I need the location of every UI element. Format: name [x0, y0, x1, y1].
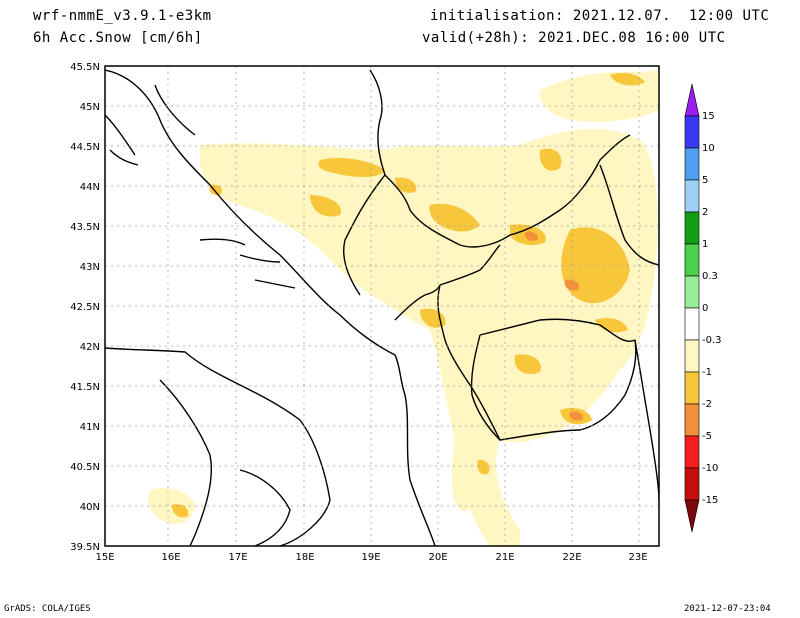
lon-label: 22E	[562, 552, 581, 563]
lat-label: 45N	[80, 102, 100, 113]
lat-label: 42N	[80, 342, 100, 353]
lat-label: 41.5N	[70, 382, 100, 393]
map-frame	[104, 65, 660, 547]
variable-title: 6h Acc.Snow [cm/6h]	[33, 30, 203, 46]
colorbar-label: -5	[702, 431, 712, 442]
map-gridlines	[105, 66, 659, 546]
lon-label: 23E	[628, 552, 647, 563]
footer-software: GrADS: COLA/IGES	[4, 604, 91, 614]
init-time: initialisation: 2021.12.07. 12:00 UTC	[430, 8, 770, 24]
lat-label: 40N	[80, 502, 100, 513]
colorbar-label: -2	[702, 399, 712, 410]
heavy-snow-areas	[524, 231, 583, 421]
colorbar-label: -0.3	[702, 335, 722, 346]
lat-label: 44.5N	[70, 142, 100, 153]
lon-label: 17E	[228, 552, 247, 563]
colorbar-swatch	[684, 115, 700, 149]
footer-timestamp: 2021-12-07-23:04	[684, 604, 771, 614]
light-snow-areas	[148, 70, 659, 546]
colorbar-swatch	[684, 371, 700, 405]
colorbar-swatch	[684, 403, 700, 437]
valid-time: valid(+28h): 2021.DEC.08 16:00 UTC	[422, 30, 726, 46]
colorbar-swatch	[684, 275, 700, 309]
colorbar-swatch	[684, 147, 700, 181]
colorbar-label: 10	[702, 143, 715, 154]
colorbar-swatch	[684, 211, 700, 245]
lat-label: 43.5N	[70, 222, 100, 233]
lat-label: 44N	[80, 182, 100, 193]
lat-label: 43N	[80, 262, 100, 273]
colorbar-swatch	[684, 179, 700, 213]
colorbar-labels: 15 10 5 2 1 0.3 0 -0.3 -1 -2 -5 -10 -15	[702, 111, 722, 506]
colorbar-swatch	[684, 339, 700, 373]
latitude-labels: 45.5N 45N 44.5N 44N 43.5N 43N 42.5N 42N …	[70, 62, 100, 553]
colorbar-swatch	[684, 499, 700, 533]
lat-label: 40.5N	[70, 462, 100, 473]
longitude-labels: 15E 16E 17E 18E 19E 20E 21E 22E 23E	[95, 552, 647, 563]
lat-label: 42.5N	[70, 302, 100, 313]
lon-label: 18E	[295, 552, 314, 563]
colorbar-swatch	[684, 83, 700, 117]
colorbar-swatch	[684, 467, 700, 501]
lon-label: 15E	[95, 552, 114, 563]
model-title: wrf-nmmE_v3.9.1-e3km	[33, 8, 212, 24]
map-content	[105, 66, 659, 546]
colorbar-label: 5	[702, 175, 708, 186]
lon-label: 20E	[428, 552, 447, 563]
colorbar-label: -15	[702, 495, 718, 506]
colorbar-label: 15	[702, 111, 715, 122]
colorbar	[684, 83, 700, 533]
lon-label: 21E	[495, 552, 514, 563]
lon-label: 19E	[361, 552, 380, 563]
lat-label: 45.5N	[70, 62, 100, 73]
colorbar-label: 0.3	[702, 271, 718, 282]
colorbar-label: -1	[702, 367, 712, 378]
colorbar-label: 0	[702, 303, 708, 314]
colorbar-swatch	[684, 243, 700, 277]
coastlines-and-borders	[105, 69, 659, 546]
colorbar-label: 2	[702, 207, 708, 218]
colorbar-swatch	[684, 307, 700, 341]
lat-label: 41N	[80, 422, 100, 433]
colorbar-label: -10	[702, 463, 718, 474]
colorbar-swatch	[684, 435, 700, 469]
moderate-snow-areas	[172, 72, 645, 518]
lat-label: 39.5N	[70, 542, 100, 553]
colorbar-label: 1	[702, 239, 708, 250]
lon-label: 16E	[161, 552, 180, 563]
